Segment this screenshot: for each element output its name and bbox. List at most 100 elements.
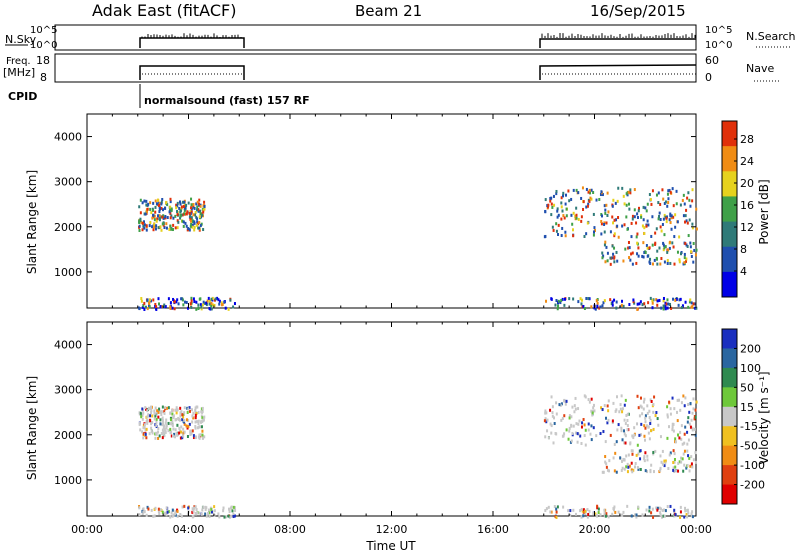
power-scatter-point [152,208,155,212]
power-scatter-point [648,246,651,250]
velocity-scatter-point [687,416,690,420]
power-scatter-point [695,306,698,310]
velocity-scatter-point [591,411,594,415]
velocity-scatter-point [675,469,678,473]
velocity-scatter-point [202,505,205,509]
power-scatter-point [190,203,193,207]
power-scatter-point [651,299,654,303]
velocity-scatter-point [625,414,628,418]
power-scatter-point [202,300,205,304]
velocity-scatter-point [623,467,626,471]
power-scatter-point [560,205,563,209]
velocity-scatter-point [222,506,225,510]
velocity-scatter-point [576,440,579,444]
power-scatter-point [198,215,201,219]
velocity-scatter-point [636,422,639,426]
freq-lo-label: 8 [40,71,47,84]
power-scatter-point [594,307,597,311]
power-scatter-point [560,217,563,221]
power-scatter-point [686,196,689,200]
power-scatter-point [187,227,190,231]
power-scatter-point [641,254,644,258]
power-scatter-point [649,198,652,202]
velocity-scatter-point [620,459,623,463]
velocity-scatter-point [672,429,675,433]
velocity-scatter-point [640,405,643,409]
power-scatter-point [151,225,154,229]
velocity-scatter-point [644,469,647,473]
power-scatter-point [610,302,613,306]
power-scatter-point [627,190,630,194]
velocity-scatter-point [649,398,652,402]
power-scatter-point [564,202,567,206]
power-scatter-point [192,205,195,209]
velocity-scatter-point [646,404,649,408]
power-scatter-point [644,206,647,210]
power-scatter-point [211,303,214,307]
power-scatter-point [662,248,665,252]
velocity-scatter-point [579,509,582,513]
power-scatter-point [163,305,166,309]
velocity-scatter-point [683,463,686,467]
velocity-scatter-point [674,440,677,444]
power-scatter-point [178,206,181,210]
power-scatter-point [152,213,155,217]
power-scatter-point [142,220,145,224]
power-colorbar-segment [722,171,737,197]
power-scatter-point [602,301,605,305]
velocity-scatter-point [664,509,667,513]
velocity-scatter-point [694,415,697,419]
velocity-colorbar-tick-label: -100 [740,459,765,472]
velocity-scatter-point [194,413,197,417]
velocity-scatter-point [544,435,547,439]
velocity-scatter-point [550,510,553,514]
velocity-scatter-point [694,451,697,455]
velocity-scatter-point [208,511,211,515]
power-scatter-point [606,213,609,217]
velocity-scatter-point [689,464,692,468]
velocity-scatter-point [631,470,634,474]
velocity-scatter-point [691,515,694,519]
velocity-scatter-point [232,512,235,516]
power-scatter-point [210,301,213,305]
power-scatter-point [604,211,607,215]
velocity-scatter-point [590,409,593,413]
velocity-scatter-point [142,424,145,428]
velocity-scatter-point [671,425,674,429]
velocity-scatter-point [555,401,558,405]
power-scatter-point [193,299,196,303]
power-scatter-point [612,252,615,256]
velocity-scatter-point [626,504,629,508]
power-scatter-point [656,303,659,307]
power-scatter-point [552,228,555,232]
velocity-scatter-point [170,434,173,438]
power-scatter-point [155,202,158,206]
nsearch-label: N.Search [746,30,796,43]
velocity-scatter-point [652,450,655,454]
velocity-scatter-point [686,449,689,453]
velocity-scatter-point [669,451,672,455]
power-scatter-point [683,256,686,260]
velocity-scatter-point [148,432,151,436]
power-scatter-point [695,207,698,211]
power-scatter-point [141,305,144,309]
power-scatter-point [198,202,201,206]
power-scatter-point [229,298,232,302]
power-scatter-point [170,207,173,211]
power-scatter-point [208,302,211,306]
velocity-scatter-point [552,441,555,445]
power-scatter-point [667,197,670,201]
velocity-scatter-point [686,463,689,467]
nave-label: Nave [746,62,774,75]
power-colorbar-segment [722,146,737,172]
velocity-colorbar-frame [721,328,738,505]
power-colorbar-segment [722,271,737,298]
power-scatter-point [141,228,144,232]
power-scatter-point [564,297,567,301]
velocity-scatter-point [191,510,194,514]
power-scatter-point [158,214,161,218]
velocity-scatter-point [596,504,599,508]
power-scatter-point [695,227,698,231]
velocity-colorbar-segment [722,426,737,447]
power-scatter-point [663,246,666,250]
